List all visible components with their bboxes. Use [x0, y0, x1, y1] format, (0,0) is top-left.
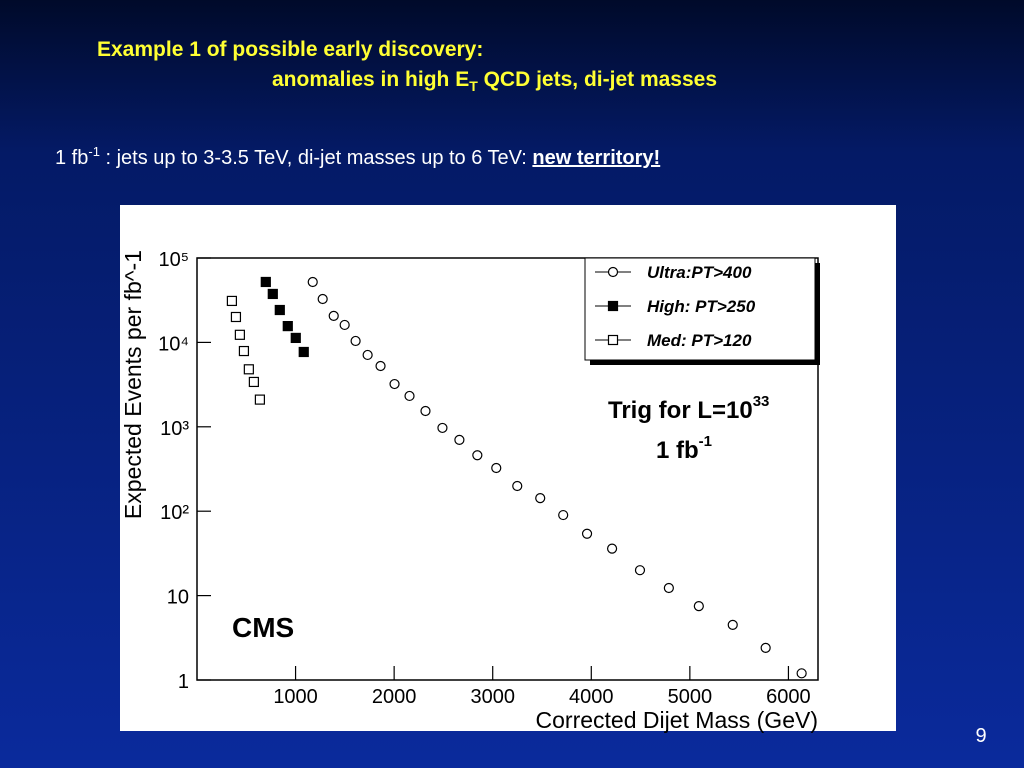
y-tick-label: 1: [178, 671, 189, 693]
data-point: [472, 450, 483, 461]
data-point: [248, 376, 259, 388]
page-number: 9: [975, 725, 986, 747]
data-point: [491, 462, 502, 474]
annotation-sup: -1: [699, 433, 712, 450]
data-point: [375, 360, 386, 372]
annotation-text: CMS: [232, 612, 294, 643]
data-point: [663, 582, 674, 594]
data-point: [339, 319, 350, 331]
data-point: [362, 349, 373, 361]
x-tick-label: 3000: [470, 686, 515, 708]
data-point: [350, 335, 361, 347]
y-tick-label: 10³: [160, 418, 189, 440]
data-point: [389, 378, 400, 390]
data-point: [454, 434, 465, 445]
legend: [584, 257, 816, 361]
legend-label: Med: PT>120: [647, 331, 752, 350]
data-point: [234, 329, 245, 340]
data-point: [274, 304, 285, 316]
data-point: [558, 509, 569, 521]
x-tick-label: 2000: [372, 686, 417, 708]
annotation: CMS: [232, 612, 294, 643]
legend-label: High: PT>250: [647, 297, 756, 316]
title-text: anomalies in high E: [272, 68, 469, 91]
plot-frame: [196, 257, 819, 681]
x-tick-label: 4000: [569, 686, 614, 708]
data-point: [317, 293, 328, 305]
data-point: [420, 405, 431, 417]
legend-marker: [607, 334, 619, 346]
annotation-text: Trig for L=10: [608, 397, 753, 424]
x-tick-label: 1000: [273, 686, 318, 708]
y-tick-label: 10⁴: [158, 333, 189, 355]
annotation: 1 fb-1: [656, 433, 712, 464]
legend-marker: [607, 300, 619, 312]
data-point: [260, 276, 271, 288]
data-point: [437, 422, 448, 434]
data-point: [606, 543, 618, 554]
data-point: [267, 288, 278, 300]
data-point: [760, 642, 771, 654]
data-point: [226, 295, 237, 307]
annotation-sup: 33: [753, 393, 770, 410]
data-point: [238, 345, 250, 357]
data-point: [328, 310, 339, 322]
data-point: [254, 394, 265, 405]
annotation-text: 1 fb: [656, 437, 699, 464]
subtitle: 1 fb-1 : jets up to 3-3.5 TeV, di-jet ma…: [55, 144, 660, 169]
data-point: [243, 364, 254, 375]
data-point: [290, 332, 301, 344]
title-line1: Example 1 of possible early discovery:: [97, 38, 483, 61]
data-point: [298, 346, 309, 358]
subtitle-text: : jets up to 3-3.5 TeV, di-jet masses up…: [100, 147, 532, 169]
data-point: [404, 390, 415, 402]
y-tick-label: 10: [167, 587, 189, 609]
y-axis-label: Expected Events per fb^-1: [120, 250, 146, 519]
data-point: [581, 528, 593, 539]
legend-label: Ultra:PT>400: [647, 263, 752, 282]
data-point: [693, 601, 704, 612]
data-point: [307, 276, 318, 288]
data-point: [282, 321, 293, 332]
data-point: [796, 668, 807, 679]
title-subscript: T: [469, 78, 478, 94]
data-point: [512, 480, 523, 492]
y-tick-label: 10⁵: [158, 249, 189, 271]
title-text: QCD jets, di-jet masses: [478, 68, 717, 91]
y-tick-label: 10²: [160, 502, 189, 524]
x-axis-label: Corrected Dijet Mass (GeV): [536, 707, 818, 733]
data-point: [634, 565, 646, 576]
data-point: [535, 492, 546, 504]
x-tick-label: 5000: [668, 686, 713, 708]
subtitle-text: 1 fb: [55, 147, 88, 169]
data-point: [230, 311, 242, 323]
data-point: [727, 619, 738, 630]
x-tick-label: 6000: [766, 686, 811, 708]
title-line2: anomalies in high ET QCD jets, di-jet ma…: [272, 68, 717, 94]
subtitle-emph: new territory!: [532, 147, 660, 169]
legend-marker: [607, 266, 619, 278]
subtitle-sup: -1: [88, 144, 100, 159]
annotation: Trig for L=1033: [608, 393, 769, 424]
